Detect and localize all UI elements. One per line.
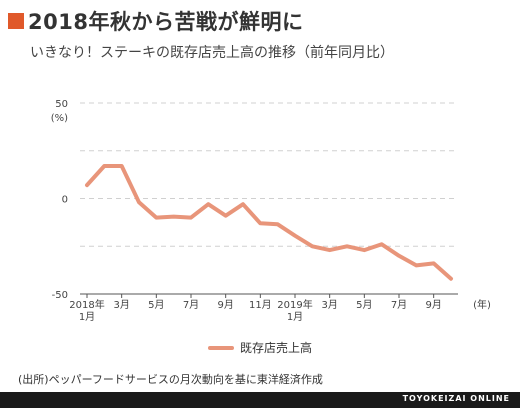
title-marker xyxy=(8,13,24,29)
x-tick-label: 3月 xyxy=(113,299,129,311)
y-tick-label: 50 xyxy=(55,99,68,110)
x-unit-label: (年) xyxy=(473,298,491,311)
series-line xyxy=(85,164,453,281)
x-tick-label: 2018年 xyxy=(69,298,104,311)
source-note: (出所)ペッパーフードサービスの月次動向を基に東洋経済作成 xyxy=(18,373,323,386)
chart-subtitle: いきなり！ステーキの既存店売上高の推移（前年同月比） xyxy=(30,45,394,61)
y-tick-label: -50 xyxy=(52,290,68,301)
footer-bar: TOYOKEIZAI ONLINE xyxy=(0,392,520,408)
y-unit-label: (%) xyxy=(51,113,68,124)
x-tick-label: 9月 xyxy=(425,299,441,311)
x-tick-label-sub: 1月 xyxy=(287,311,303,323)
title-row: 2018年秋から苦戦が鮮明に xyxy=(8,6,303,36)
legend: 既存店売上高 xyxy=(208,339,312,356)
x-tick-label: 5月 xyxy=(356,299,372,311)
x-tick-label: 7月 xyxy=(391,299,407,311)
x-tick-label: 9月 xyxy=(217,299,233,311)
x-tick-label: 5月 xyxy=(148,299,164,311)
legend-swatch xyxy=(208,345,234,350)
footer-brand: TOYOKEIZAI ONLINE xyxy=(402,394,510,403)
chart-title: 2018年秋から苦戦が鮮明に xyxy=(28,10,304,34)
x-tick-label-sub: 1月 xyxy=(79,311,95,323)
y-tick-label: 0 xyxy=(62,195,68,206)
x-tick-label: 3月 xyxy=(321,299,337,311)
x-tick-label: 11月 xyxy=(249,299,272,311)
x-tick-label: 2019年 xyxy=(277,298,312,311)
x-tick-label: 7月 xyxy=(183,299,199,311)
legend-label: 既存店売上高 xyxy=(240,341,313,355)
